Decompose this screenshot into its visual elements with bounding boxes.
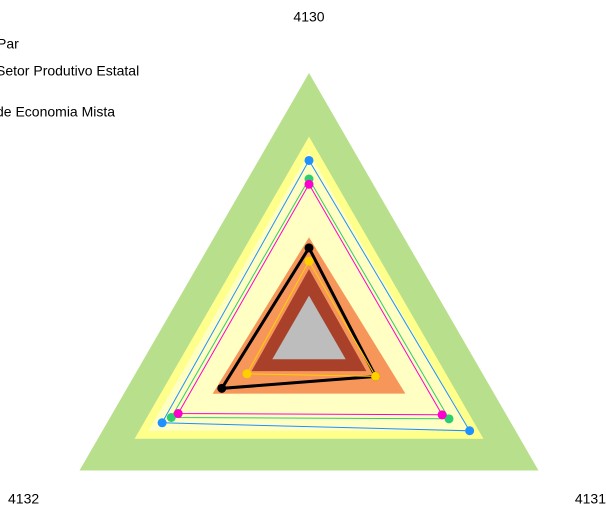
legend-entry: Setor Produtivo Estatal [0, 63, 139, 79]
series-line [161, 159, 471, 432]
axis-label: 4131 [575, 491, 606, 507]
marker [304, 256, 314, 266]
marker [465, 426, 475, 436]
series-line [177, 183, 443, 416]
marker [157, 418, 167, 428]
series-line [218, 244, 378, 391]
marker [304, 243, 314, 253]
series-line [246, 260, 377, 377]
marker [166, 413, 176, 422]
series-line [170, 178, 450, 420]
marker [371, 371, 381, 381]
marker [444, 414, 454, 424]
marker [304, 179, 314, 189]
marker [304, 155, 314, 165]
marker [437, 410, 447, 420]
axis-label: 4130 [293, 9, 324, 25]
marker [217, 383, 227, 393]
legend-entry: sPar [0, 36, 19, 52]
marker [242, 369, 252, 379]
marker [173, 409, 183, 419]
band [272, 295, 346, 360]
axis-label: 4132 [8, 491, 39, 507]
legend-entry: de Economia Mista [0, 104, 115, 120]
